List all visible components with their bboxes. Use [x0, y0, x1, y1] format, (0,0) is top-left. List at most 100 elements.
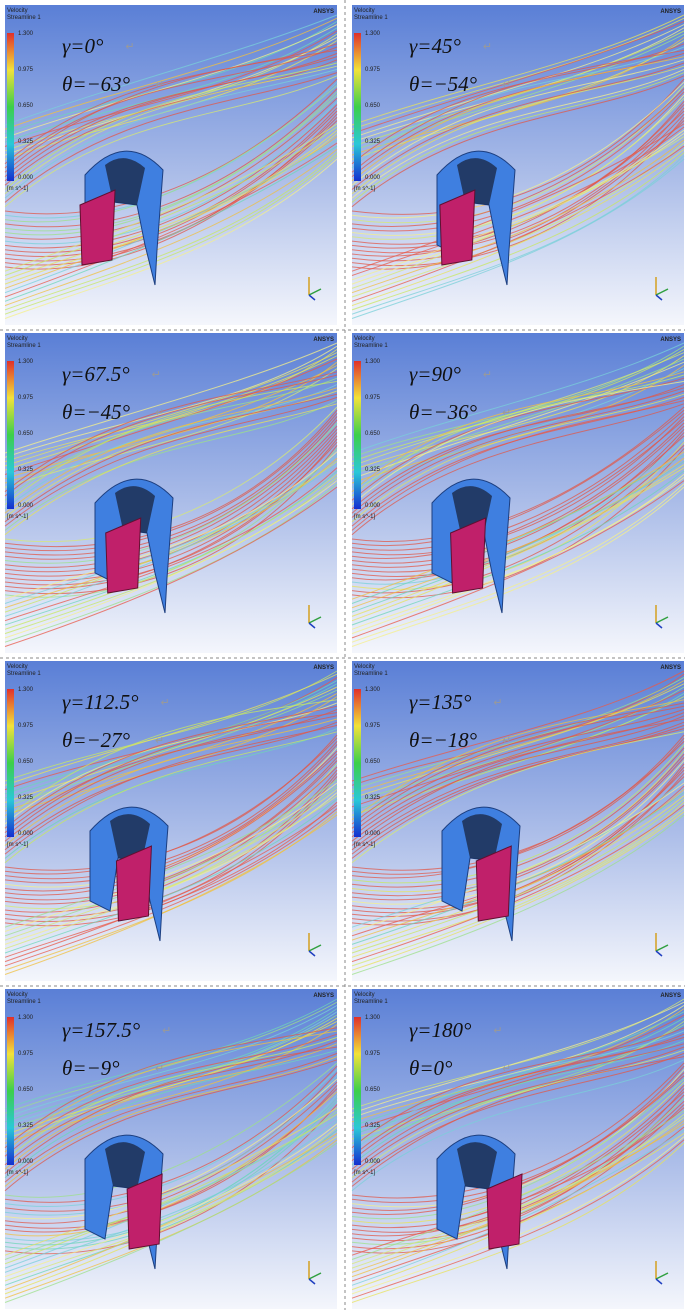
- theta-label: θ=−63°: [62, 72, 131, 96]
- legend-title: Velocity: [354, 336, 375, 342]
- legend-tick-label: 0.975: [18, 1051, 34, 1057]
- legend-unit: [m s^-1]: [7, 186, 28, 192]
- theta-label: θ=−45°: [62, 400, 131, 424]
- theta-label: θ=0°: [409, 1056, 453, 1080]
- legend-title: Velocity: [354, 8, 375, 14]
- legend-tick-label: 1.300: [18, 1015, 34, 1021]
- legend-tick-label: 1.300: [365, 687, 381, 693]
- legend-title: Velocity: [7, 992, 28, 998]
- gamma-label: γ=45°: [409, 34, 461, 58]
- legend-tick-label: 0.000: [18, 175, 34, 181]
- legend-tick-label: 1.300: [18, 359, 34, 365]
- color-bar: [354, 361, 361, 509]
- gamma-label: γ=67.5°: [62, 362, 130, 386]
- legend-title: Velocity: [7, 664, 28, 670]
- gamma-label: γ=157.5°: [62, 1018, 141, 1042]
- return-mark: ↵: [155, 407, 164, 419]
- brand: ANSYS: [660, 337, 681, 343]
- legend-tick-label: 0.650: [365, 103, 381, 109]
- legend-tick-label: 0.325: [365, 1123, 381, 1129]
- brand: ANSYS: [313, 337, 334, 343]
- legend-tick-label: 0.650: [365, 759, 381, 765]
- legend-tick-label: 0.650: [365, 1087, 381, 1093]
- legend-tick-label: 1.300: [365, 31, 381, 37]
- legend-subtitle: Streamline 1: [354, 343, 388, 349]
- return-mark: ↵: [483, 41, 492, 53]
- legend-tick-label: 0.975: [365, 67, 381, 73]
- legend-tick-label: 0.325: [365, 139, 381, 145]
- legend-tick-label: 0.650: [365, 431, 381, 437]
- legend-tick-label: 0.000: [365, 175, 381, 181]
- legend-subtitle: Streamline 1: [7, 343, 41, 349]
- legend-tick-label: 0.975: [365, 1051, 381, 1057]
- legend-tick-label: 0.975: [18, 723, 34, 729]
- legend-tick-label: 0.325: [18, 1123, 34, 1129]
- theta-label: θ=−36°: [409, 400, 478, 424]
- gamma-label: γ=180°: [409, 1018, 472, 1042]
- theta-label: θ=−9°: [62, 1056, 120, 1080]
- color-bar: [354, 33, 361, 181]
- return-mark: ↵: [483, 369, 492, 381]
- return-mark: ↵: [161, 697, 170, 709]
- legend-subtitle: Streamline 1: [7, 999, 41, 1005]
- return-mark: ↵: [152, 369, 161, 381]
- color-bar: [7, 1017, 14, 1165]
- legend-tick-label: 0.975: [18, 395, 34, 401]
- legend-tick-label: 0.000: [365, 831, 381, 837]
- gamma-label: γ=0°: [62, 34, 104, 58]
- return-mark: ↵: [155, 79, 164, 91]
- legend-unit: [m s^-1]: [354, 186, 375, 192]
- legend-tick-label: 0.650: [18, 759, 34, 765]
- brand: ANSYS: [313, 993, 334, 999]
- legend-tick-label: 0.975: [365, 723, 381, 729]
- legend-unit: [m s^-1]: [354, 1170, 375, 1176]
- legend-unit: [m s^-1]: [7, 1170, 28, 1176]
- legend-unit: [m s^-1]: [354, 842, 375, 848]
- legend-tick-label: 0.000: [365, 1159, 381, 1165]
- return-mark: ↵: [155, 1063, 164, 1075]
- theta-label: θ=−54°: [409, 72, 478, 96]
- legend-tick-label: 0.000: [18, 503, 34, 509]
- gamma-label: γ=135°: [409, 690, 472, 714]
- legend-subtitle: Streamline 1: [354, 671, 388, 677]
- color-bar: [7, 361, 14, 509]
- return-mark: ↵: [125, 41, 134, 53]
- legend-title: Velocity: [354, 992, 375, 998]
- figure: VelocityStreamline 11.3000.9750.6500.325…: [0, 0, 685, 1310]
- legend-tick-label: 0.650: [18, 431, 34, 437]
- legend-subtitle: Streamline 1: [354, 15, 388, 21]
- return-mark: ↵: [502, 735, 511, 747]
- legend-title: Velocity: [7, 8, 28, 14]
- legend-tick-label: 0.975: [365, 395, 381, 401]
- legend-title: Velocity: [7, 336, 28, 342]
- brand: ANSYS: [660, 665, 681, 671]
- legend-tick-label: 1.300: [365, 359, 381, 365]
- legend-unit: [m s^-1]: [7, 842, 28, 848]
- legend-tick-label: 1.300: [18, 31, 34, 37]
- legend-tick-label: 0.325: [18, 467, 34, 473]
- gamma-label: γ=112.5°: [62, 690, 139, 714]
- color-bar: [7, 33, 14, 181]
- gamma-label: γ=90°: [409, 362, 461, 386]
- brand: ANSYS: [313, 9, 334, 15]
- legend-tick-label: 0.650: [18, 1087, 34, 1093]
- legend-tick-label: 0.975: [18, 67, 34, 73]
- legend-tick-label: 0.650: [18, 103, 34, 109]
- theta-label: θ=−27°: [62, 728, 131, 752]
- legend-tick-label: 1.300: [18, 687, 34, 693]
- legend-tick-label: 0.325: [365, 795, 381, 801]
- legend-tick-label: 0.325: [18, 795, 34, 801]
- return-mark: ↵: [493, 697, 502, 709]
- legend-unit: [m s^-1]: [354, 514, 375, 520]
- brand: ANSYS: [660, 9, 681, 15]
- brand: ANSYS: [660, 993, 681, 999]
- legend-tick-label: 0.325: [18, 139, 34, 145]
- legend-subtitle: Streamline 1: [7, 15, 41, 21]
- return-mark: ↵: [502, 407, 511, 419]
- brand: ANSYS: [313, 665, 334, 671]
- legend-tick-label: 0.000: [18, 831, 34, 837]
- color-bar: [7, 689, 14, 837]
- legend-unit: [m s^-1]: [7, 514, 28, 520]
- legend-tick-label: 0.000: [365, 503, 381, 509]
